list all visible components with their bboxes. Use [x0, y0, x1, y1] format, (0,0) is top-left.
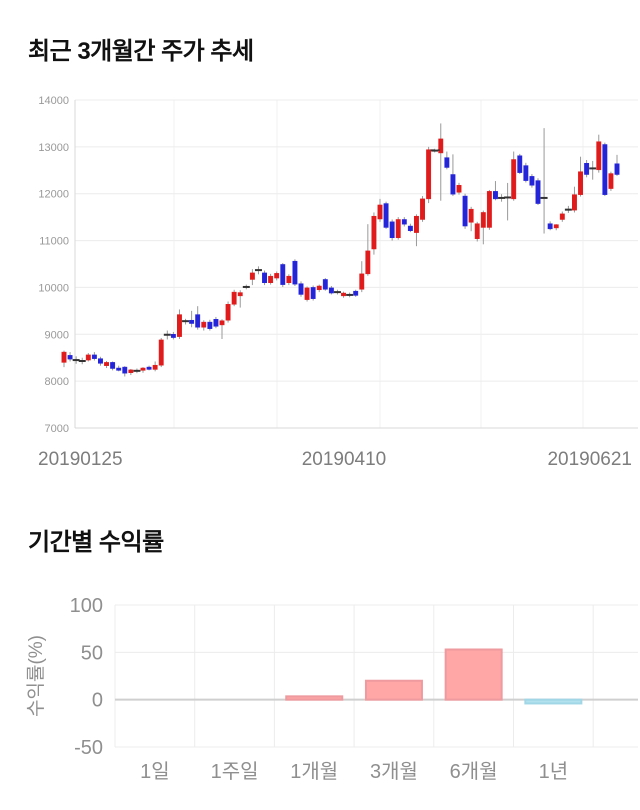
returns-bar — [364, 679, 423, 701]
price-x-label: 20190410 — [302, 449, 387, 470]
period-returns-title: 기간별 수익률 — [28, 529, 164, 556]
returns-y-tick: -50 — [74, 737, 103, 759]
price-y-tick: 8000 — [45, 376, 69, 388]
price-y-tick: 10000 — [38, 282, 69, 294]
price-x-label: 20190621 — [547, 449, 632, 470]
returns-x-label: 3개월 — [370, 760, 418, 783]
returns-bar — [444, 648, 503, 701]
returns-y-tick: 50 — [81, 642, 103, 664]
price-y-tick: 7000 — [45, 423, 69, 435]
price-trend-candlestick-chart: 14000 13000 12000 11000 10000 9000 8000 7000 201… — [38, 95, 638, 470]
returns-y-axis-title: 수익률(%) — [25, 635, 47, 717]
price-y-tick: 9000 — [45, 329, 69, 341]
returns-x-label: 1일 — [140, 760, 170, 783]
returns-y-tick: 100 — [70, 595, 103, 617]
price-y-tick: 12000 — [38, 189, 69, 201]
price-y-tick: 11000 — [39, 236, 69, 248]
price-x-label: 20190125 — [38, 449, 123, 470]
price-y-tick: 14000 — [38, 95, 69, 107]
returns-bar — [285, 695, 344, 701]
returns-bar — [524, 698, 583, 705]
returns-x-label: 1개월 — [290, 760, 338, 783]
returns-x-label: 1년 — [539, 760, 569, 783]
price-y-tick: 13000 — [38, 142, 69, 154]
returns-y-tick: 0 — [92, 690, 103, 712]
returns-x-label: 6개월 — [450, 760, 498, 783]
returns-x-label: 1주일 — [211, 760, 259, 783]
price-trend-title: 최근 3개월간 주가 추세 — [28, 38, 254, 65]
period-returns-bar-chart: 100 50 0 -50 1일 1주일 1개월 3개월 6개월 1년 수익률(%) — [25, 595, 638, 783]
